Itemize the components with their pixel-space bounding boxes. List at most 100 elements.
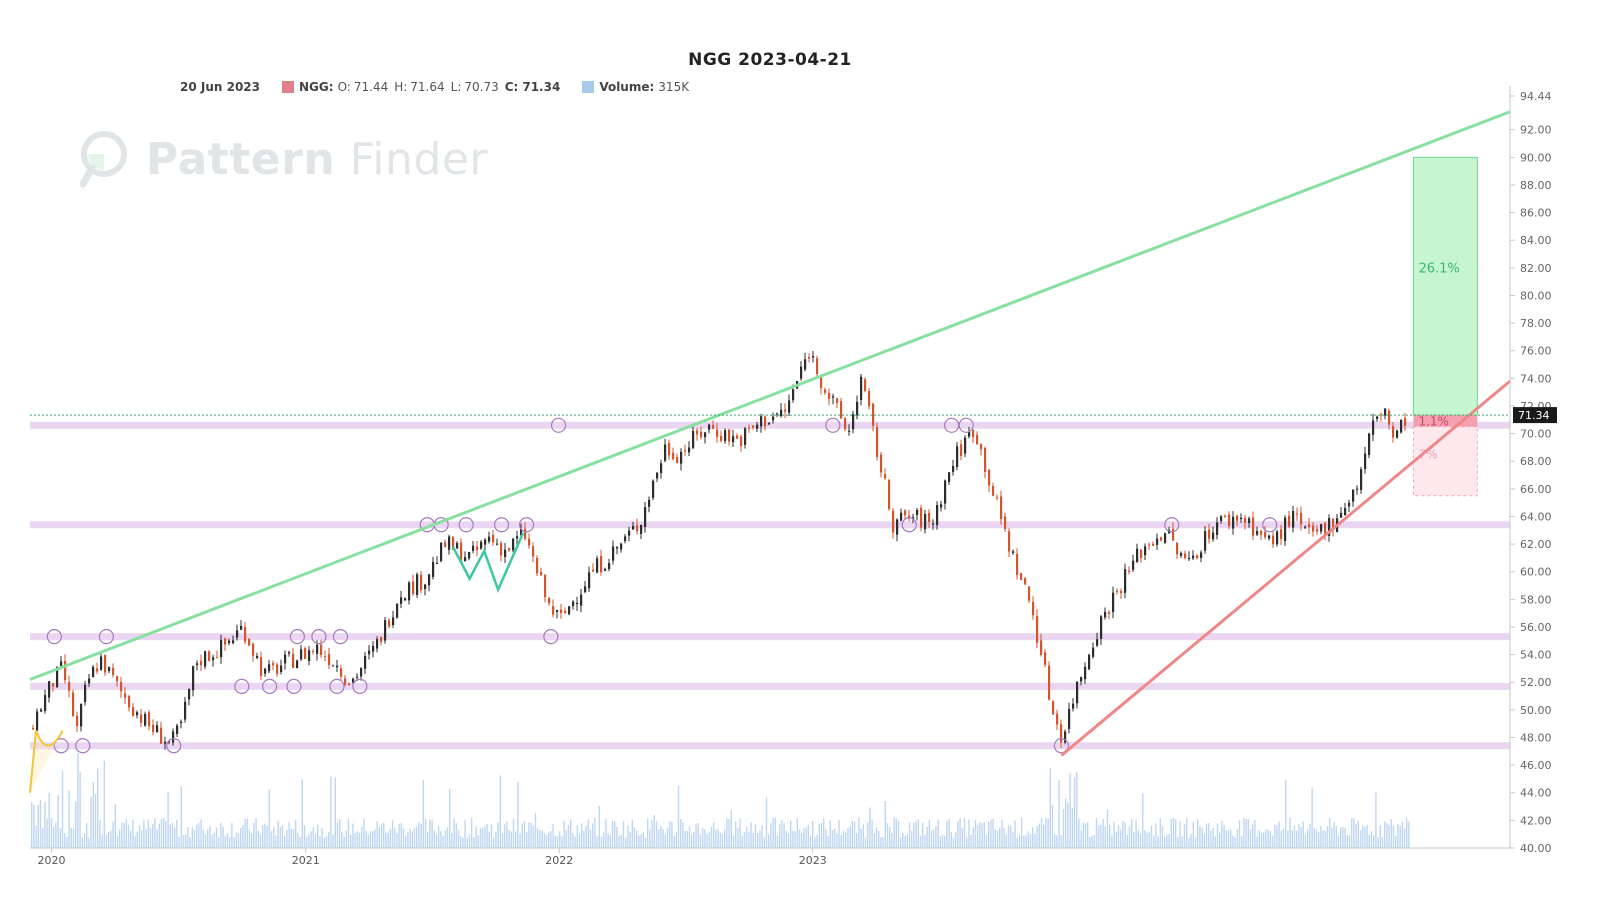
volume-bar — [530, 822, 532, 848]
volume-bar — [935, 826, 937, 848]
volume-bar — [702, 827, 704, 848]
volume-bar — [310, 831, 312, 848]
candle-body — [972, 430, 975, 437]
volume-bar — [671, 821, 673, 848]
candle-body — [764, 416, 767, 427]
candle-body — [352, 678, 355, 683]
candle-body — [168, 741, 171, 743]
volume-bar — [519, 833, 521, 848]
volume-bar — [1326, 826, 1329, 848]
volume-bar — [1304, 834, 1307, 848]
candle-body — [632, 525, 635, 530]
volume-bar — [383, 822, 385, 848]
candle-body — [496, 543, 499, 545]
volume-bar — [501, 833, 504, 848]
volume-bar — [1036, 825, 1038, 848]
candle-body — [376, 639, 379, 649]
candle-body — [928, 512, 931, 523]
volume-bar — [919, 836, 922, 848]
volume-bar — [244, 818, 246, 848]
volume-bar — [1104, 826, 1106, 848]
candle-body — [1236, 515, 1239, 521]
candle-body — [788, 400, 791, 413]
volume-bar — [1258, 830, 1260, 848]
volume-bar — [163, 817, 165, 848]
volume-bar — [246, 818, 248, 848]
candle-body — [620, 543, 623, 550]
volume-bar — [262, 825, 264, 848]
volume-bar — [1254, 820, 1256, 848]
volume-bar — [737, 828, 739, 848]
volume-bar — [1324, 830, 1326, 848]
volume-bar — [647, 818, 649, 848]
volume-bar — [376, 821, 378, 848]
candle-body — [1232, 516, 1235, 529]
candle-body — [1084, 666, 1087, 680]
volume-bar — [565, 829, 567, 848]
volume-bar — [827, 835, 829, 848]
candle-body — [976, 435, 979, 445]
candle-body — [676, 457, 679, 464]
volume-bar — [772, 817, 774, 848]
candle-body — [204, 651, 207, 667]
volume-bar — [875, 827, 878, 848]
candle-body — [524, 528, 527, 539]
volume-bar — [1025, 835, 1027, 848]
volume-bar — [299, 836, 301, 848]
volume-bar — [1287, 830, 1289, 848]
volume-bar — [682, 822, 684, 848]
candle-body — [252, 643, 255, 656]
candle-body — [1088, 654, 1091, 670]
candle-body — [956, 446, 959, 467]
volume-bar — [64, 833, 66, 848]
volume-bar — [664, 834, 666, 848]
candle-body — [1044, 652, 1047, 665]
candle-body — [716, 429, 719, 438]
watermark-light: Finder — [349, 133, 489, 185]
volume-bar — [792, 830, 794, 848]
volume-bar — [46, 818, 48, 848]
volume-bar — [1080, 830, 1082, 848]
volume-bar — [1377, 837, 1379, 848]
volume-bar — [103, 760, 105, 848]
candle-body — [1160, 537, 1163, 541]
volume-bar — [1271, 835, 1274, 848]
candle-body — [840, 401, 843, 419]
candle-body — [1400, 419, 1403, 433]
candle-body — [688, 447, 691, 453]
volume-bar — [974, 820, 977, 848]
volume-bar — [1381, 837, 1384, 848]
volume-bar — [730, 810, 732, 848]
volume-bar — [1010, 825, 1012, 848]
volume-bar — [1260, 832, 1263, 848]
volume-bar — [706, 834, 708, 848]
price-tick-label: 44.00 — [1520, 787, 1552, 800]
candle-body — [1000, 496, 1003, 520]
candle-body — [324, 656, 327, 658]
candle-body — [268, 664, 271, 672]
candle-body — [484, 539, 487, 545]
volume-bar — [1120, 829, 1122, 848]
candle-body — [360, 668, 363, 677]
volume-bar — [616, 826, 618, 848]
candle-body — [1392, 426, 1395, 438]
candle-body — [344, 678, 347, 685]
candle-body — [480, 541, 483, 549]
volume-bar — [66, 836, 68, 848]
volume-bar — [614, 821, 616, 848]
candle-body — [128, 696, 131, 708]
volume-bar — [831, 830, 834, 848]
volume-bar — [787, 833, 790, 848]
candle-body — [1280, 529, 1283, 539]
pivot-marker — [1164, 517, 1180, 533]
volume-bar — [1225, 830, 1227, 848]
volume-bar — [1007, 825, 1010, 848]
candle-body — [744, 428, 747, 445]
volume-bar — [820, 822, 823, 848]
price-tick-label: 56.00 — [1520, 621, 1552, 634]
volume-bar — [77, 752, 79, 848]
candle-body — [356, 676, 359, 678]
volume-bar — [334, 777, 336, 848]
candle-body — [292, 653, 295, 668]
